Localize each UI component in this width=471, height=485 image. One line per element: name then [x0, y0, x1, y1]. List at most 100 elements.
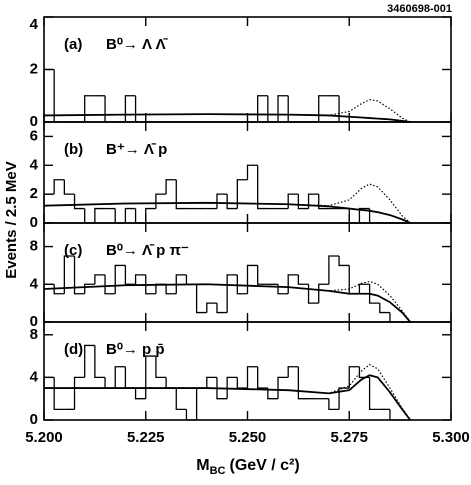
histogram-bin	[348, 366, 360, 389]
histogram-bin	[297, 274, 309, 285]
histogram-bin	[379, 303, 390, 314]
histogram-bin	[277, 95, 289, 122]
histogram-bin	[94, 207, 106, 223]
x-tick-label: 5.200	[25, 429, 63, 446]
histogram-bin	[145, 355, 156, 399]
histogram-bin	[226, 376, 238, 399]
histogram-bin	[257, 366, 268, 389]
y-tick-label: 4	[30, 275, 39, 292]
histogram-bin	[43, 376, 55, 420]
histogram-bin	[165, 179, 177, 195]
histogram-bin	[175, 388, 187, 410]
histogram-bin	[195, 284, 207, 314]
histogram-bin	[257, 265, 268, 285]
histogram-bin	[53, 377, 65, 410]
x-tick-label: 5.300	[432, 429, 470, 446]
solid-curve	[43, 201, 411, 224]
panel-label: (a)	[64, 36, 82, 53]
histogram-bin	[84, 344, 95, 378]
panel-title: B⁰→ Λ Λ̄	[106, 36, 169, 53]
panel-label: (b)	[64, 141, 83, 158]
panel-title: B⁰→ p p̄	[106, 341, 165, 358]
histogram-bin	[206, 376, 217, 389]
histogram-bin	[165, 284, 177, 295]
histogram-bin	[134, 208, 146, 224]
histogram-bin	[73, 376, 85, 410]
histogram-bin	[338, 95, 350, 123]
histogram-bin	[267, 95, 279, 123]
histogram-bin	[297, 366, 309, 400]
histogram-bin	[155, 193, 167, 209]
histogram-bin	[145, 207, 156, 223]
y-axis-label: Events / 2.5 MeV	[3, 161, 20, 279]
histogram-bin	[104, 377, 116, 389]
histogram-bin	[94, 274, 106, 285]
y-tick-label: 6	[30, 127, 38, 144]
histogram-bin	[348, 265, 360, 295]
y-tick-label: 0	[30, 411, 38, 428]
histogram-bin	[185, 274, 197, 285]
histogram-bin	[287, 95, 299, 123]
histogram-bin	[63, 255, 75, 294]
histogram-bin	[389, 312, 401, 323]
histogram-bin	[124, 366, 136, 389]
histogram-bin	[216, 303, 228, 314]
y-tick-label: 0	[30, 214, 38, 231]
panel-label: (d)	[64, 341, 83, 358]
x-label-sub: BC	[210, 465, 226, 477]
y-tick-label: 8	[30, 326, 38, 343]
histogram-bin	[185, 409, 197, 421]
histogram-bin	[73, 256, 85, 295]
histogram-bin	[236, 179, 248, 209]
histogram-bin	[318, 95, 329, 122]
histogram-bin	[318, 283, 329, 304]
histogram-bin	[43, 283, 55, 322]
histogram-bin	[348, 208, 360, 224]
histogram-bin	[216, 193, 228, 209]
histogram-bin	[246, 264, 258, 294]
solid-curve	[44, 374, 412, 421]
panel-title: B⁰→ Λ̄ p π⁻	[106, 242, 189, 259]
histogram-bin	[43, 193, 55, 223]
histogram-bin	[226, 194, 238, 210]
histogram-bin	[267, 388, 279, 400]
y-tick-label: 2	[30, 185, 38, 202]
figure-id: 3460698-001	[387, 3, 452, 15]
x-axis-label: MBC (GeV / c²)	[196, 457, 299, 477]
histogram-bin	[358, 283, 370, 294]
y-tick-label: 0	[30, 313, 38, 330]
y-tick-label: 2	[30, 60, 38, 77]
y-tick-label: 0	[30, 113, 38, 130]
histogram-bin	[94, 345, 106, 379]
histogram-bin	[246, 164, 258, 180]
histogram-bin	[338, 256, 350, 267]
histogram-bin	[155, 356, 167, 379]
histogram-bin	[236, 377, 248, 389]
x-tick-label: 5.275	[330, 429, 368, 446]
histogram-bin	[307, 284, 319, 304]
histogram-bin	[104, 274, 116, 295]
histogram-bin	[114, 208, 126, 224]
histogram-bin	[297, 194, 309, 210]
histogram-bin	[124, 95, 136, 122]
histogram-bin	[134, 388, 146, 400]
x-label-rest: (GeV / c²)	[229, 457, 299, 474]
histogram-bin	[307, 193, 319, 209]
histogram-bin	[53, 284, 65, 295]
x-tick-label: 5.225	[127, 429, 165, 446]
histogram-bin	[175, 179, 187, 210]
histogram-bin	[84, 95, 95, 122]
y-tick-label: 4	[30, 16, 39, 33]
histogram-bin	[287, 274, 299, 294]
histogram-bin	[84, 283, 95, 294]
histogram-bin	[206, 302, 217, 313]
histogram-bin	[328, 398, 340, 410]
histogram-bin	[53, 179, 65, 195]
histogram-bin	[328, 255, 340, 285]
histogram-bin	[358, 207, 370, 223]
histogram-bin	[63, 179, 75, 195]
histogram-bin	[287, 193, 299, 209]
histogram-bin	[368, 284, 380, 304]
histogram-bin	[114, 264, 126, 294]
x-tick-label: 5.250	[229, 429, 267, 446]
